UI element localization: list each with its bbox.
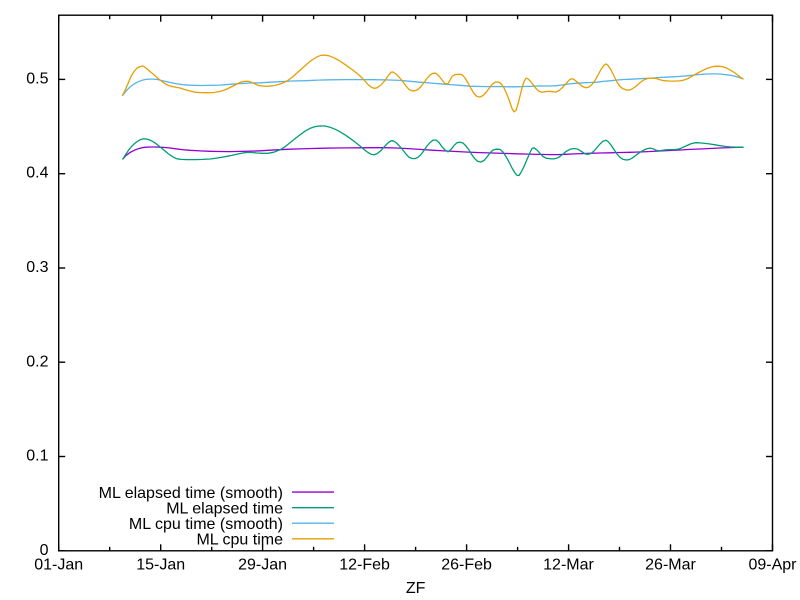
svg-text:26-Mar: 26-Mar (645, 557, 696, 574)
svg-text:0.2: 0.2 (26, 353, 48, 370)
svg-text:ML elapsed time: ML elapsed time (166, 501, 283, 518)
svg-text:ML cpu time (smooth): ML cpu time (smooth) (129, 516, 283, 533)
svg-text:09-Apr: 09-Apr (748, 557, 797, 574)
svg-text:ML cpu time: ML cpu time (196, 532, 283, 549)
svg-text:01-Jan: 01-Jan (34, 557, 83, 574)
svg-text:26-Feb: 26-Feb (441, 557, 492, 574)
svg-text:0.1: 0.1 (26, 448, 48, 465)
svg-text:0.4: 0.4 (26, 165, 48, 182)
svg-text:0.5: 0.5 (26, 71, 48, 88)
svg-text:0: 0 (40, 542, 49, 559)
svg-text:29-Jan: 29-Jan (238, 557, 287, 574)
svg-text:0.3: 0.3 (26, 259, 48, 276)
svg-text:12-Feb: 12-Feb (339, 557, 390, 574)
svg-text:ZF: ZF (406, 580, 426, 597)
svg-text:ML elapsed time (smooth): ML elapsed time (smooth) (99, 485, 283, 502)
svg-text:15-Jan: 15-Jan (136, 557, 185, 574)
svg-text:12-Mar: 12-Mar (543, 557, 594, 574)
